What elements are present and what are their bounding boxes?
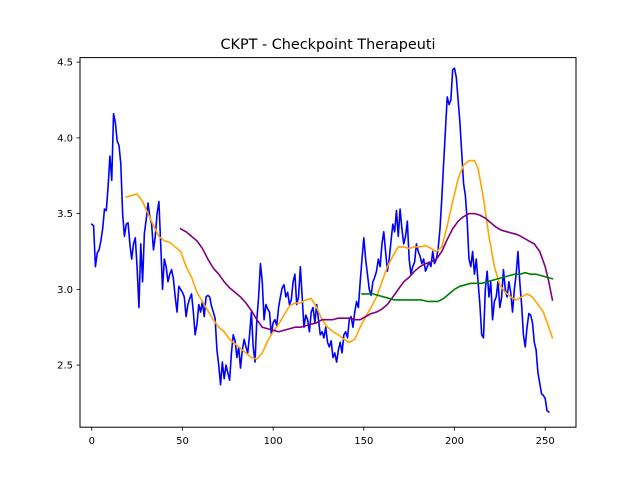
x-axis: 0 50 100 150 200 250 bbox=[89, 427, 555, 447]
y-tick-label: 4.0 bbox=[57, 133, 73, 144]
x-tick-label: 200 bbox=[445, 436, 464, 447]
y-tick-label: 3.0 bbox=[57, 285, 73, 296]
y-tick-label: 2.5 bbox=[57, 361, 73, 372]
y-tick-label: 3.5 bbox=[57, 209, 73, 220]
y-tick-label: 4.5 bbox=[57, 58, 73, 69]
axes-frame bbox=[79, 57, 577, 428]
y-axis: 2.5 3.0 3.5 4.0 4.5 bbox=[57, 58, 80, 372]
series-line-4 bbox=[361, 271, 554, 303]
chart-title: CKPT - Checkpoint Therapeuti bbox=[220, 37, 435, 53]
series-line-1 bbox=[90, 67, 550, 414]
x-tick-label: 150 bbox=[354, 436, 373, 447]
x-tick-label: 250 bbox=[536, 436, 555, 447]
series-layer bbox=[90, 67, 554, 414]
x-tick-label: 100 bbox=[264, 436, 283, 447]
series-line-3 bbox=[179, 212, 554, 333]
series-line-2 bbox=[125, 159, 554, 360]
x-tick-label: 50 bbox=[176, 436, 189, 447]
x-tick-label: 0 bbox=[89, 436, 95, 447]
